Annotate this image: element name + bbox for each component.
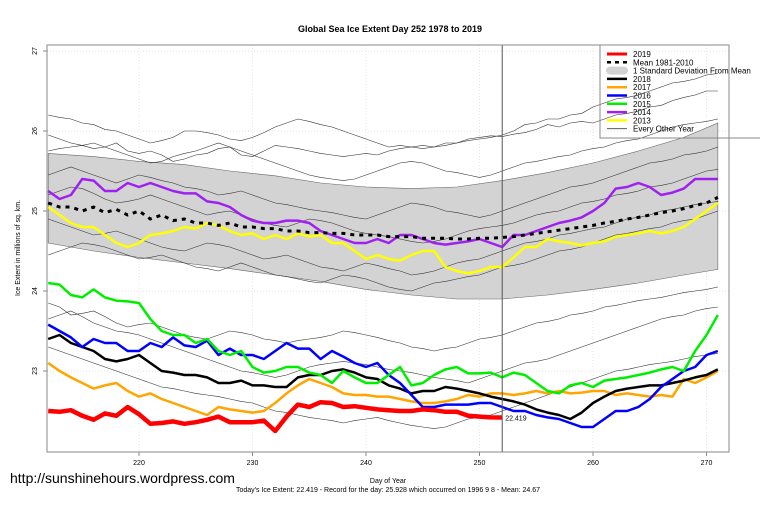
legend-label: 2019 <box>633 50 651 59</box>
series-line-2016 <box>47 323 719 429</box>
x-tick-label: 250 <box>474 460 486 467</box>
x-axis-label: Day of Year <box>370 478 407 485</box>
y-tick-label: 26 <box>32 127 39 135</box>
y-tick-label: 27 <box>32 47 39 55</box>
plot-frame <box>46 44 730 453</box>
series-line-2019 <box>48 399 503 434</box>
legend-label: 2013 <box>633 116 651 125</box>
footnote: Today's Ice Extent: 22.419 - Record for … <box>236 487 540 494</box>
legend-label: 2014 <box>633 108 651 117</box>
other-year-line <box>48 201 718 276</box>
other-year-line <box>48 90 718 162</box>
legend-label: 1 Standard Deviation From Mean <box>633 67 751 76</box>
watermark: http://sunshinehours.wordpress.com <box>10 470 235 486</box>
other-year-line <box>48 210 718 292</box>
other-year-line <box>48 346 718 429</box>
series-line-2018 <box>47 333 719 421</box>
legend-label: 2015 <box>633 100 651 109</box>
y-tick-label: 23 <box>32 367 39 375</box>
other-years-lines <box>48 73 718 429</box>
y-tick-label: 25 <box>32 207 39 215</box>
chart-title: Global Sea Ice Extent Day 252 1978 to 20… <box>298 24 482 34</box>
legend-label: 2017 <box>633 83 651 92</box>
legend-label: Every Other Year <box>633 125 694 134</box>
series-line-2014 <box>47 177 718 249</box>
y-axis-ticks: 23 24 25 26 27 <box>32 47 47 375</box>
x-tick-label: 230 <box>247 460 259 467</box>
other-year-line <box>48 146 718 220</box>
y-tick-label: 24 <box>32 287 39 295</box>
legend-label: 2016 <box>633 92 651 101</box>
x-axis-ticks: 220 230 240 250 260 270 <box>133 452 712 467</box>
x-tick-label: 240 <box>360 460 372 467</box>
std-band-area <box>47 122 719 300</box>
highlighted-series <box>47 177 719 434</box>
series-line-mean-1981-2010 <box>47 196 719 241</box>
x-tick-label: 220 <box>133 460 145 467</box>
legend-swatch-band <box>606 66 628 75</box>
std-deviation-band <box>47 122 719 300</box>
x-tick-label: 260 <box>587 460 599 467</box>
end-value-label: 22.419 <box>505 415 527 422</box>
other-year-line <box>48 169 718 244</box>
other-year-line <box>48 286 718 352</box>
other-year-line <box>48 118 718 181</box>
other-year-line <box>48 73 718 149</box>
series-line-2015 <box>48 281 719 395</box>
legend-label: Mean 1981-2010 <box>633 58 694 67</box>
x-tick-label: 270 <box>701 460 713 467</box>
legend-label: 2018 <box>633 75 651 84</box>
y-axis-label: Ice Extent in millions of sq. km. <box>15 200 22 296</box>
series-line-2013 <box>47 201 719 275</box>
series-line-2017 <box>47 361 719 417</box>
